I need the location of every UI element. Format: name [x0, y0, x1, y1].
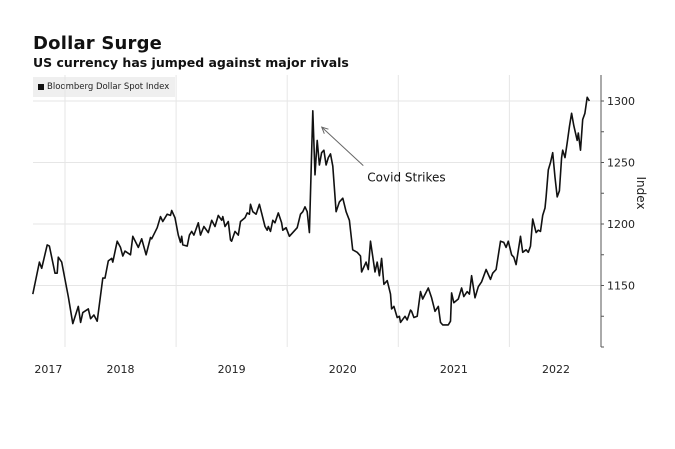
annotation-arrowhead [320, 126, 329, 134]
y-tick-label: 1300 [607, 95, 635, 108]
legend-label: Bloomberg Dollar Spot Index [47, 82, 170, 92]
legend-swatch [38, 84, 44, 90]
annotation-arrow-line [321, 126, 364, 167]
x-tick-label: 2020 [329, 363, 357, 376]
x-tick-label: 2021 [440, 363, 468, 376]
y-tick-label: 1150 [607, 280, 635, 293]
vertical-gridlines [64, 75, 510, 347]
y-axis: 1150 1200 1250 1300 [600, 75, 635, 348]
series-layer [32, 96, 591, 326]
annotation-label: Covid Strikes [367, 171, 445, 185]
annotation-layer: Covid Strikes [320, 126, 446, 185]
x-tick-label: 2017 [34, 363, 62, 376]
chart-title: Dollar Surge [33, 33, 163, 54]
horizontal-gridlines [33, 100, 601, 286]
x-tick-label: 2022 [542, 363, 570, 376]
x-tick-label: 2018 [107, 363, 135, 376]
series-line [32, 96, 591, 326]
x-tick-label: 2019 [218, 363, 246, 376]
x-axis: 2017 2018 2019 2020 2021 2022 [34, 363, 570, 376]
y-tick-label: 1200 [607, 218, 635, 231]
y-tick-label: 1250 [607, 157, 635, 170]
legend: Bloomberg Dollar Spot Index [33, 77, 175, 97]
y-axis-title: Index [634, 176, 648, 209]
chart-subtitle: US currency has jumped against major riv… [33, 55, 349, 70]
